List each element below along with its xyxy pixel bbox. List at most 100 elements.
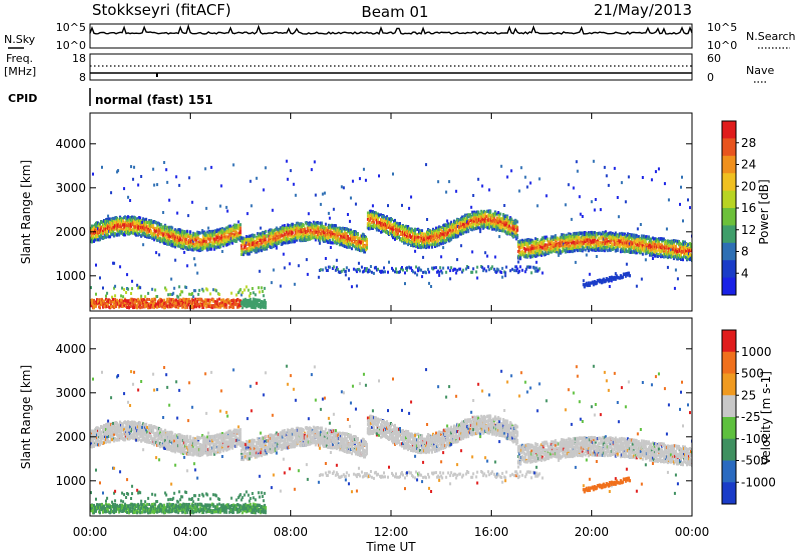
echo-cell bbox=[186, 232, 189, 235]
echo-cell bbox=[321, 192, 324, 196]
echo-cell bbox=[130, 292, 133, 295]
echo-cell bbox=[284, 233, 287, 237]
echo-cell bbox=[176, 242, 179, 246]
echo-cell bbox=[116, 233, 119, 237]
echo-cell bbox=[128, 223, 131, 226]
echo-cell bbox=[134, 302, 137, 306]
freq-label-2: [MHz] bbox=[4, 65, 36, 78]
echo-cell bbox=[450, 226, 453, 230]
echo-cell bbox=[496, 219, 499, 223]
echo-cell bbox=[345, 266, 348, 270]
echo-cell bbox=[399, 229, 401, 233]
echo-cell bbox=[191, 292, 194, 295]
echo-cell bbox=[459, 220, 462, 224]
echo-cell bbox=[218, 235, 221, 239]
echo-cell bbox=[253, 234, 256, 238]
echo-cell bbox=[378, 228, 380, 232]
echo-cell bbox=[276, 232, 279, 236]
echo-cell bbox=[387, 270, 389, 274]
echo-cell bbox=[497, 212, 500, 216]
echo-cell bbox=[452, 236, 455, 239]
echo-cell bbox=[175, 175, 178, 179]
echo-cell bbox=[182, 241, 185, 245]
echo-cell bbox=[436, 229, 439, 233]
echo-cell bbox=[455, 189, 458, 193]
echo-cell bbox=[439, 225, 442, 229]
echo-cell bbox=[218, 297, 221, 301]
echo-cell bbox=[209, 239, 212, 243]
echo-cell bbox=[370, 220, 373, 224]
echo-cell bbox=[280, 239, 283, 243]
echo-cell bbox=[343, 245, 346, 248]
echo-cell bbox=[284, 236, 287, 240]
echo-cell bbox=[414, 271, 417, 275]
echo-cell bbox=[92, 172, 94, 176]
echo-cell bbox=[321, 225, 324, 228]
echo-cell bbox=[178, 285, 181, 289]
echo-cell bbox=[249, 179, 252, 183]
echo-cell bbox=[99, 276, 101, 280]
echo-cell bbox=[122, 295, 125, 299]
echo-cell bbox=[378, 213, 380, 217]
echo-cell bbox=[246, 212, 249, 216]
echo-cell bbox=[321, 268, 324, 272]
echo-cell bbox=[232, 163, 235, 167]
echo-cell bbox=[493, 224, 496, 228]
echo-cell bbox=[272, 245, 275, 249]
echo-cell bbox=[105, 294, 107, 298]
echo-cell bbox=[349, 228, 352, 232]
echo-cell bbox=[315, 236, 318, 240]
echo-cell bbox=[160, 233, 163, 237]
echo-cell bbox=[516, 228, 519, 232]
echo-cell bbox=[323, 191, 326, 195]
echo-cell bbox=[433, 266, 436, 270]
echo-cell bbox=[475, 270, 478, 274]
echo-cell bbox=[181, 303, 184, 307]
echo-cell bbox=[347, 240, 350, 244]
echo-cell bbox=[135, 233, 138, 237]
echo-cell bbox=[123, 288, 126, 292]
echo-cell bbox=[404, 282, 406, 286]
echo-cell bbox=[239, 233, 242, 237]
echo-cell bbox=[112, 297, 115, 301]
echo-cell bbox=[477, 177, 480, 181]
echo-cell bbox=[118, 233, 121, 237]
echo-cell bbox=[219, 227, 222, 231]
echo-cell bbox=[239, 226, 242, 230]
echo-cell bbox=[456, 268, 459, 272]
echo-cell bbox=[131, 279, 134, 283]
echo-cell bbox=[254, 293, 257, 297]
echo-cell bbox=[479, 212, 482, 216]
echo-cell bbox=[392, 268, 394, 272]
echo-cell bbox=[404, 271, 406, 275]
echo-cell bbox=[414, 228, 417, 232]
echo-cell bbox=[384, 270, 386, 274]
echo-cell bbox=[169, 292, 172, 296]
echo-cell bbox=[480, 215, 483, 219]
echo-cell bbox=[136, 217, 139, 221]
echo-cell bbox=[425, 163, 428, 167]
echo-cell bbox=[508, 224, 511, 228]
echo-cell bbox=[179, 236, 182, 240]
echo-cell bbox=[143, 298, 146, 302]
echo-cell bbox=[306, 233, 309, 236]
echo-cell bbox=[417, 269, 420, 273]
echo-cell bbox=[345, 237, 348, 241]
echo-cell bbox=[393, 232, 395, 236]
nave-tick-top: 60 bbox=[707, 52, 721, 65]
echo-cell bbox=[372, 221, 375, 225]
echo-cell bbox=[371, 204, 374, 208]
echo-cell bbox=[90, 286, 92, 290]
echo-cell bbox=[112, 216, 115, 220]
echo-cell bbox=[189, 300, 192, 304]
echo-cell bbox=[496, 225, 499, 229]
echo-cell bbox=[471, 270, 474, 274]
echo-cell bbox=[111, 233, 114, 237]
echo-cell bbox=[388, 260, 390, 264]
beam-title: Beam 01 bbox=[361, 3, 428, 21]
echo-cell bbox=[335, 266, 338, 270]
echo-cell bbox=[142, 303, 145, 307]
echo-cell bbox=[151, 297, 154, 301]
echo-cell bbox=[215, 289, 218, 293]
echo-cell bbox=[100, 236, 102, 240]
